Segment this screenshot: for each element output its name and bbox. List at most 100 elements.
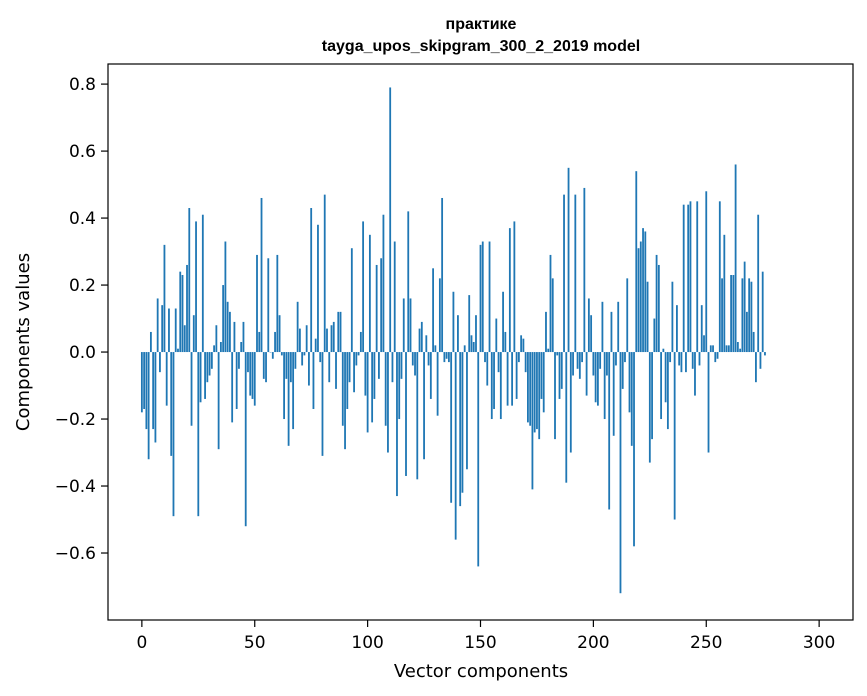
bar <box>222 285 225 353</box>
bar <box>736 342 739 353</box>
bar <box>179 271 182 353</box>
bar <box>418 328 421 353</box>
bar <box>745 311 748 353</box>
bar <box>359 331 362 353</box>
bar <box>441 197 444 353</box>
bar <box>452 291 455 353</box>
bar <box>648 352 651 463</box>
bar <box>499 352 502 420</box>
x-tick-label: 200 <box>577 633 609 653</box>
bar <box>581 352 583 363</box>
bar <box>371 352 374 423</box>
bar <box>495 318 498 353</box>
bar <box>583 187 586 353</box>
bar <box>267 258 270 353</box>
bar <box>721 278 723 353</box>
bar <box>694 352 696 396</box>
bar <box>391 352 394 383</box>
bar <box>208 352 211 376</box>
bar <box>730 275 732 353</box>
bar <box>368 234 371 353</box>
bar <box>436 352 439 416</box>
bar <box>619 352 622 594</box>
bar <box>493 352 495 409</box>
bar <box>201 214 204 353</box>
bar <box>170 352 173 456</box>
bar <box>517 352 520 363</box>
bar <box>490 352 493 420</box>
bar <box>190 352 193 426</box>
bar-series <box>140 87 766 594</box>
x-tick-label: 300 <box>803 633 835 653</box>
bar <box>328 352 331 383</box>
bar <box>574 194 577 353</box>
bar <box>432 268 434 353</box>
bar <box>445 352 448 359</box>
bar <box>630 352 633 446</box>
bar <box>276 254 279 353</box>
bar <box>538 352 541 440</box>
bar <box>621 352 624 389</box>
bar <box>718 201 721 353</box>
bar <box>748 278 751 353</box>
bar <box>592 352 595 376</box>
bar <box>666 352 669 430</box>
bar <box>707 352 710 453</box>
bar <box>687 204 690 353</box>
bar <box>572 352 574 376</box>
bar <box>475 315 477 353</box>
bar <box>177 348 179 353</box>
bar <box>479 244 482 353</box>
bar <box>256 254 258 353</box>
bar <box>646 281 649 353</box>
x-tick-label: 50 <box>244 633 266 653</box>
bar <box>466 352 468 470</box>
chart-title: практике <box>446 16 517 33</box>
bar <box>378 352 380 379</box>
bar <box>312 352 315 409</box>
bar <box>235 352 238 409</box>
bar <box>655 254 658 353</box>
bar <box>682 204 685 353</box>
bar <box>484 352 486 363</box>
bar <box>357 352 360 356</box>
bar <box>633 352 635 547</box>
bar <box>755 352 757 383</box>
bar <box>547 348 550 353</box>
bar <box>660 352 663 420</box>
y-tick-label: −0.4 <box>55 477 96 497</box>
bar <box>563 194 565 353</box>
bar <box>513 221 516 353</box>
bar <box>149 331 152 353</box>
bar <box>447 352 450 363</box>
x-tick-label: 250 <box>690 633 722 653</box>
bar <box>612 352 615 436</box>
bar <box>335 352 337 389</box>
x-tick-label: 100 <box>351 633 383 653</box>
bar <box>323 194 326 353</box>
bar <box>705 191 708 353</box>
bar <box>662 348 665 353</box>
bar <box>637 248 640 353</box>
bar <box>348 352 351 383</box>
bar <box>366 352 369 433</box>
bar <box>601 301 604 353</box>
bar <box>346 352 349 409</box>
bar <box>653 318 656 353</box>
bar <box>520 335 523 353</box>
bar <box>411 352 414 366</box>
bar <box>438 278 441 353</box>
bar <box>594 352 597 403</box>
bar <box>743 261 746 353</box>
bar <box>326 328 328 353</box>
bar <box>289 352 292 383</box>
bar <box>398 352 401 420</box>
bar <box>596 352 599 406</box>
bar <box>265 352 267 383</box>
bar <box>669 352 672 363</box>
bar <box>224 241 227 353</box>
bar <box>260 197 263 353</box>
bar <box>689 201 692 353</box>
y-tick-label: 0.2 <box>69 276 96 296</box>
